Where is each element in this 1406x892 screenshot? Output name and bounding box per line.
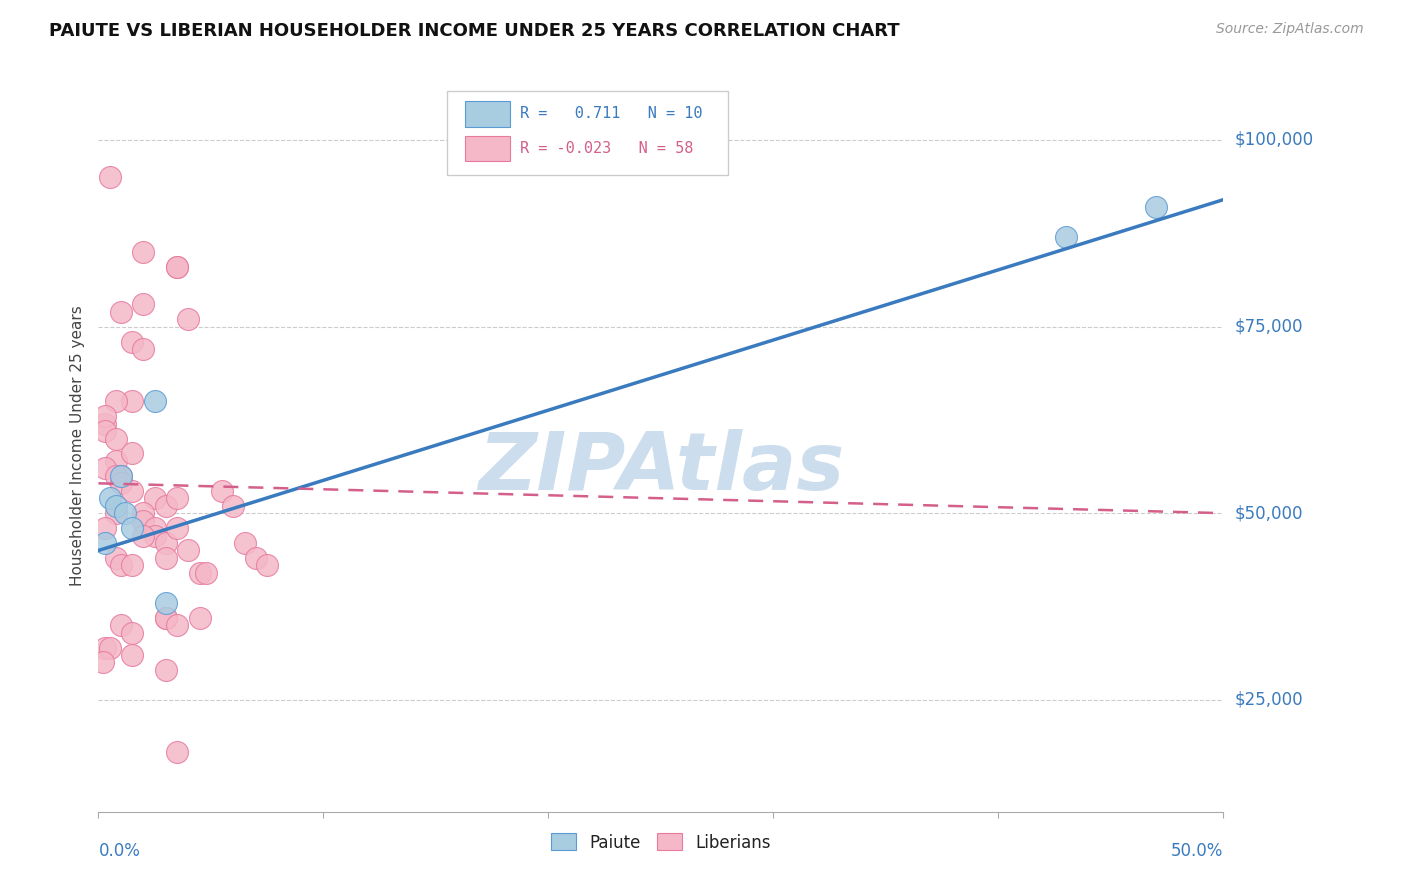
- Point: [121, 648, 143, 662]
- Text: $75,000: $75,000: [1234, 318, 1303, 335]
- Point: [94, 640, 117, 655]
- Text: 0.0%: 0.0%: [98, 842, 141, 860]
- Point: [91, 656, 114, 670]
- Point: [105, 432, 128, 446]
- Point: [166, 260, 188, 274]
- Point: [143, 528, 166, 542]
- Point: [132, 506, 155, 520]
- Point: [94, 521, 117, 535]
- Point: [121, 334, 143, 349]
- Point: [121, 625, 143, 640]
- Point: [188, 610, 211, 624]
- Point: [121, 446, 143, 460]
- Text: R = -0.023   N = 58: R = -0.023 N = 58: [520, 141, 693, 156]
- Y-axis label: Householder Income Under 25 years: Householder Income Under 25 years: [69, 306, 84, 586]
- Point: [155, 610, 177, 624]
- Point: [132, 244, 155, 259]
- Point: [155, 610, 177, 624]
- Point: [132, 297, 155, 311]
- Point: [166, 260, 188, 274]
- Point: [245, 551, 267, 566]
- Point: [121, 394, 143, 409]
- Point: [155, 536, 177, 550]
- Point: [114, 506, 136, 520]
- Point: [110, 558, 132, 573]
- Point: [155, 551, 177, 566]
- Point: [105, 454, 128, 468]
- Point: [143, 521, 166, 535]
- Point: [166, 745, 188, 759]
- FancyBboxPatch shape: [447, 91, 728, 176]
- Text: PAIUTE VS LIBERIAN HOUSEHOLDER INCOME UNDER 25 YEARS CORRELATION CHART: PAIUTE VS LIBERIAN HOUSEHOLDER INCOME UN…: [49, 22, 900, 40]
- Point: [105, 394, 128, 409]
- Point: [256, 558, 278, 573]
- Point: [121, 558, 143, 573]
- Point: [132, 528, 155, 542]
- Point: [177, 543, 200, 558]
- Text: $100,000: $100,000: [1234, 131, 1313, 149]
- Text: ZIPAtlas: ZIPAtlas: [478, 429, 844, 507]
- Point: [177, 312, 200, 326]
- Point: [94, 417, 117, 431]
- Point: [166, 491, 188, 506]
- Point: [105, 506, 128, 520]
- Point: [94, 409, 117, 424]
- Point: [155, 663, 177, 677]
- Point: [110, 476, 132, 491]
- FancyBboxPatch shape: [465, 136, 510, 161]
- Point: [105, 551, 128, 566]
- Point: [222, 499, 245, 513]
- Point: [143, 394, 166, 409]
- Point: [233, 536, 256, 550]
- Text: Source: ZipAtlas.com: Source: ZipAtlas.com: [1216, 22, 1364, 37]
- Point: [166, 618, 188, 632]
- Point: [110, 304, 132, 318]
- Point: [132, 342, 155, 356]
- Point: [110, 618, 132, 632]
- Point: [94, 536, 117, 550]
- Point: [94, 461, 117, 475]
- Point: [105, 468, 128, 483]
- Point: [105, 499, 128, 513]
- Point: [143, 491, 166, 506]
- Point: [98, 640, 121, 655]
- Point: [132, 514, 155, 528]
- Point: [110, 468, 132, 483]
- Point: [155, 499, 177, 513]
- Point: [211, 483, 233, 498]
- Text: $50,000: $50,000: [1234, 504, 1303, 522]
- FancyBboxPatch shape: [465, 102, 510, 127]
- Point: [98, 170, 121, 185]
- Point: [155, 596, 177, 610]
- Text: 50.0%: 50.0%: [1171, 842, 1223, 860]
- Legend: Paiute, Liberians: Paiute, Liberians: [544, 827, 778, 858]
- Text: R =   0.711   N = 10: R = 0.711 N = 10: [520, 106, 703, 121]
- Point: [98, 491, 121, 506]
- Point: [195, 566, 218, 580]
- Point: [166, 521, 188, 535]
- Point: [110, 468, 132, 483]
- Point: [1144, 200, 1167, 214]
- Point: [94, 424, 117, 438]
- Point: [188, 566, 211, 580]
- Point: [121, 483, 143, 498]
- Text: $25,000: $25,000: [1234, 690, 1303, 709]
- Point: [1054, 230, 1077, 244]
- Point: [121, 521, 143, 535]
